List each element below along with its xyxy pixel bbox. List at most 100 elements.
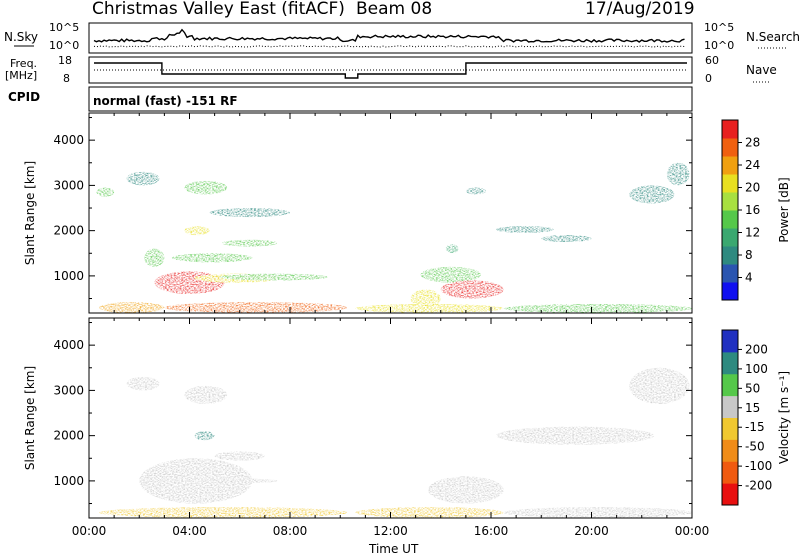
- power-colorbar-tick: 4: [745, 271, 753, 285]
- power-heatmap: [96, 113, 692, 313]
- velocity-ylabel: Slant Range [km]: [23, 366, 37, 470]
- power-echo-region: [445, 244, 459, 254]
- cpid-value: normal (fast) -151 RF: [93, 94, 238, 108]
- freq-series: [94, 62, 687, 79]
- velocity-echo-region: [202, 478, 278, 484]
- velocity-panel: 1000 2000 3000 4000 Slant Range [km]: [23, 317, 693, 519]
- velocity-colorbar: 200 100 50 15 -15 -50 -100 -200 Velocity [m s⁻¹…: [721, 329, 791, 506]
- velocity-colorbar-swatch: [722, 395, 738, 418]
- nsky-tick-top: 10^5: [49, 21, 79, 34]
- power-echo-region: [96, 187, 115, 197]
- nsearch-label: N.Search: [746, 30, 800, 44]
- power-ylabel: Slant Range [km]: [23, 161, 37, 265]
- velocity-echo-region: [503, 507, 692, 518]
- power-y-tick-label: 3000: [53, 178, 84, 192]
- power-echo-region: [420, 266, 481, 283]
- nsearch-tick-bottom: 10^0: [704, 39, 734, 52]
- velocity-y-tick-label: 1000: [53, 474, 84, 488]
- power-colorbar-swatch: [722, 282, 738, 301]
- freq-panel: Freq. [MHz] 18 8 60 0 Nave: [5, 54, 777, 85]
- power-echo-region: [222, 239, 278, 247]
- velocity-y-tick-label: 4000: [53, 338, 84, 352]
- power-echo-region: [541, 235, 592, 242]
- beam-label: Beam 08: [356, 0, 433, 19]
- power-echo-region: [496, 226, 554, 233]
- power-panel: 1000 2000 3000 4000 Slant Range [km]: [23, 112, 693, 314]
- velocity-colorbar-swatch: [722, 417, 738, 440]
- nsky-series: [93, 28, 685, 43]
- velocity-colorbar-tick: 200: [745, 342, 768, 356]
- power-echo-region: [440, 280, 504, 299]
- nsearch-tick-top: 10^5: [704, 21, 734, 34]
- power-colorbar-swatch: [722, 138, 738, 157]
- power-echo-region: [164, 302, 348, 313]
- velocity-colorbar-swatch: [722, 351, 738, 375]
- nsky-panel: N.Sky 10^5 10^0 10^5 10^0 N.Search: [4, 21, 800, 54]
- x-tick-label: 16:00: [474, 524, 509, 538]
- velocity-colorbar-swatch: [722, 461, 738, 484]
- freq-unit: [MHz]: [5, 69, 37, 82]
- freq-tick-bottom: 8: [63, 72, 70, 85]
- x-axis-label: Time UT: [368, 542, 419, 554]
- power-colorbar-swatch: [722, 264, 738, 283]
- power-colorbar-label: Power [dB]: [777, 177, 791, 242]
- velocity-echo-region: [355, 507, 504, 518]
- velocity-colorbar-swatch: [722, 439, 738, 462]
- power-echo-region: [209, 208, 290, 218]
- cpid-panel: CPID normal (fast) -151 RF: [8, 86, 693, 112]
- velocity-echo-region: [99, 507, 348, 518]
- velocity-colorbar-swatch: [722, 330, 738, 353]
- power-y-tick-label: 4000: [53, 133, 84, 147]
- power-echo-region: [126, 171, 160, 186]
- x-tick-label: 00:00: [72, 524, 107, 538]
- velocity-colorbar-tick: -15: [745, 420, 765, 434]
- nave-tick-top: 60: [705, 54, 719, 67]
- power-echo-region: [666, 162, 690, 186]
- velocity-echo-region: [184, 385, 228, 404]
- x-tick-label: 00:00: [675, 524, 710, 538]
- velocity-echo-region: [139, 458, 253, 504]
- power-colorbar: 28 24 20 16 12 8 4 Power [dB]: [721, 119, 791, 301]
- velocity-colorbar-label: Velocity [m s⁻¹]: [777, 371, 791, 464]
- x-tick-label: 04:00: [172, 524, 207, 538]
- chart-title: Christmas Valley East (fitACF): [92, 0, 345, 19]
- velocity-echo-region: [139, 471, 190, 486]
- power-colorbar-swatch: [722, 246, 738, 265]
- power-y-tick-label: 1000: [53, 269, 84, 283]
- velocity-axis: 1000 2000 3000 4000: [53, 318, 693, 518]
- velocity-echo-region: [428, 476, 504, 504]
- nsky-label: N.Sky: [4, 30, 38, 44]
- nsky-tick-bottom: 10^0: [49, 39, 79, 52]
- velocity-colorbar-tick: 100: [745, 362, 768, 376]
- power-colorbar-tick: 8: [745, 248, 753, 262]
- date-label: 17/Aug/2019: [585, 0, 695, 19]
- power-colorbar-tick: 16: [745, 203, 760, 217]
- power-echo-region: [465, 187, 486, 195]
- velocity-heatmap: [99, 318, 692, 518]
- nave-tick-bottom: 0: [705, 72, 712, 85]
- power-echo-region: [184, 226, 210, 236]
- power-colorbar-tick: 28: [745, 136, 760, 150]
- power-colorbar-swatch: [722, 228, 738, 247]
- velocity-echo-region: [126, 376, 160, 391]
- power-colorbar-swatch: [722, 120, 738, 139]
- velocity-echo-region: [629, 367, 690, 404]
- power-echo-region: [503, 303, 692, 313]
- power-echo-region: [99, 302, 165, 313]
- power-echo-region: [629, 185, 675, 204]
- velocity-echo-region: [194, 431, 215, 441]
- power-echo-region: [219, 273, 328, 281]
- x-tick-label: 08:00: [273, 524, 308, 538]
- power-echo-region: [171, 253, 253, 263]
- power-colorbar-tick: 20: [745, 181, 760, 195]
- x-axis: 00:00 04:00 08:00 12:00 16:00 20:00 00:00: [72, 524, 710, 538]
- nsearch-series: [93, 45, 685, 48]
- power-colorbar-swatch: [722, 210, 738, 229]
- velocity-colorbar-tick: -100: [745, 459, 772, 473]
- velocity-colorbar-swatch: [722, 373, 738, 397]
- freq-label: Freq.: [10, 57, 37, 70]
- velocity-colorbar-tick: 50: [745, 381, 760, 395]
- velocity-y-tick-label: 2000: [53, 429, 84, 443]
- power-echo-region: [184, 180, 228, 195]
